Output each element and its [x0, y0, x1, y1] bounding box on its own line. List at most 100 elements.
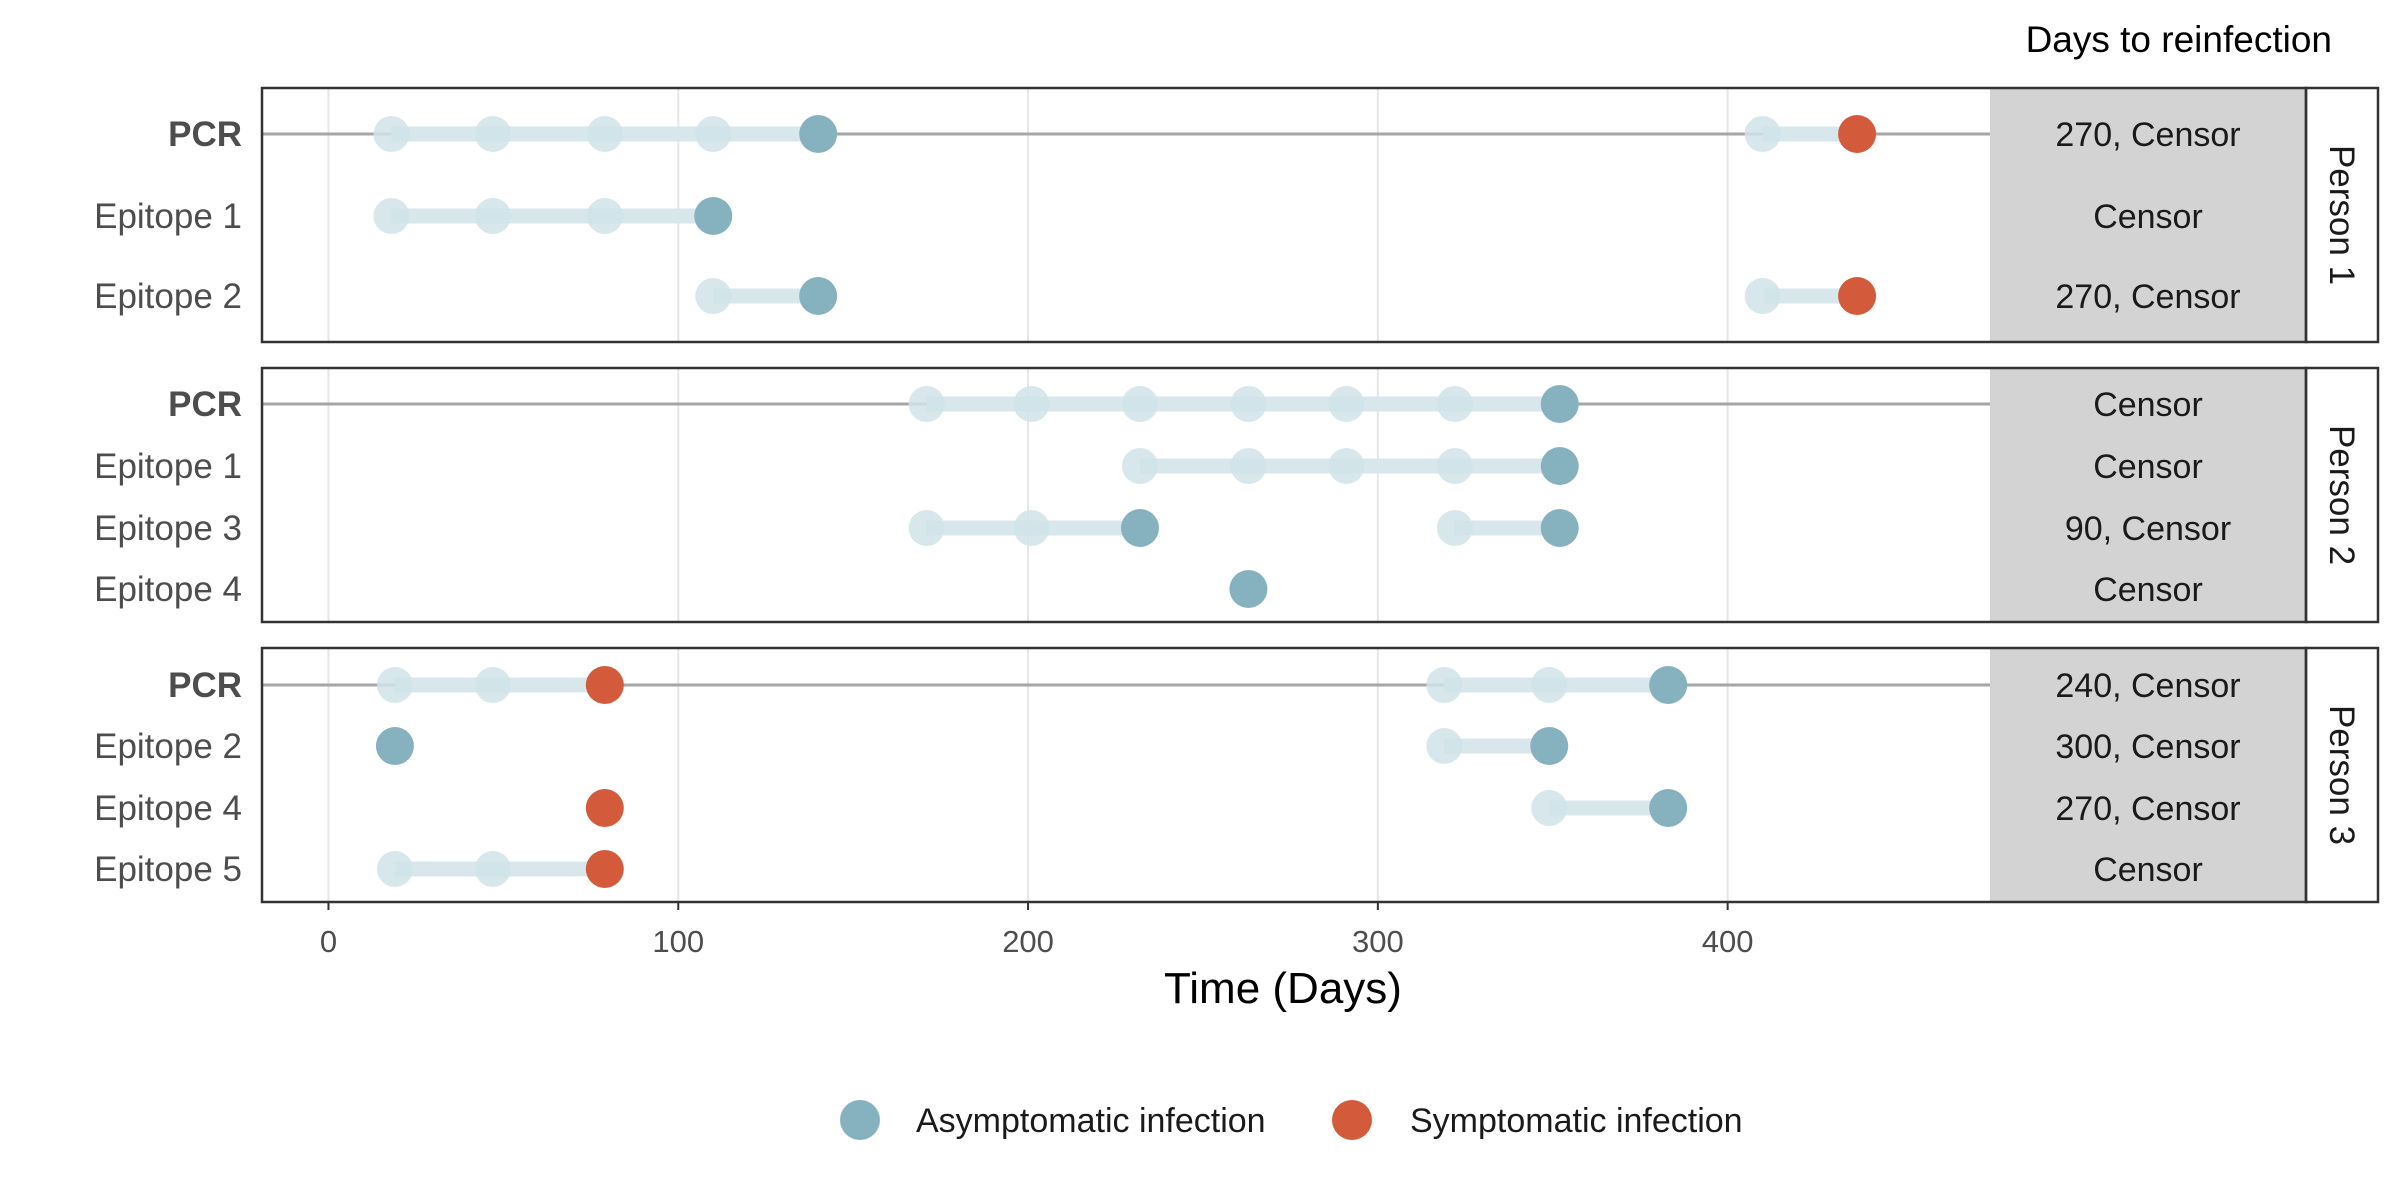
- asymptomatic-infection-point: [694, 197, 733, 235]
- x-tick-label: 100: [652, 924, 704, 959]
- sample-point: [1744, 278, 1781, 314]
- data-row: PCR 270, Censor: [168, 115, 2241, 154]
- days-to-reinfection-value: Censor: [2093, 448, 2203, 486]
- row-label: PCR: [168, 115, 242, 154]
- sample-point: [1436, 510, 1473, 546]
- days-to-reinfection-value: Censor: [2093, 386, 2203, 424]
- data-row: Epitope 1 Censor: [94, 447, 2203, 486]
- days-to-reinfection-value: 270, Censor: [2055, 116, 2240, 154]
- infection-episode: [373, 115, 838, 153]
- asymptomatic-infection-point: [1540, 509, 1579, 547]
- infection-episode: [1121, 447, 1579, 485]
- infection-episode: [1436, 509, 1579, 547]
- sample-point: [1328, 448, 1365, 484]
- sample-point: [474, 198, 511, 234]
- asymptomatic-infection-point: [375, 727, 414, 765]
- sample-point: [1426, 728, 1463, 764]
- sample-point: [1531, 790, 1568, 826]
- sample-point: [1328, 386, 1365, 422]
- infection-episode: [376, 850, 624, 888]
- sample-point: [1013, 510, 1050, 546]
- row-label: Epitope 2: [94, 727, 242, 766]
- sample-point: [1436, 448, 1473, 484]
- asymptomatic-infection-point: [1229, 570, 1268, 608]
- legend-asymptomatic-label: Asymptomatic infection: [916, 1102, 1266, 1140]
- x-axis: 0 100 200 300 400: [320, 902, 1754, 959]
- legend-symptomatic-swatch: [1332, 1100, 1372, 1140]
- sample-point: [908, 510, 945, 546]
- table-column-background: [1990, 648, 2306, 902]
- infection-episode: [1426, 666, 1688, 704]
- asymptomatic-infection-point: [1540, 447, 1579, 485]
- sample-point: [474, 667, 511, 703]
- row-label: Epitope 4: [94, 789, 242, 828]
- asymptomatic-infection-point: [1530, 727, 1569, 765]
- infection-episode: [1744, 277, 1877, 315]
- infection-episode: [1744, 115, 1877, 153]
- days-to-reinfection-value: Censor: [2093, 851, 2203, 889]
- sample-point: [1230, 386, 1267, 422]
- sample-point: [376, 667, 413, 703]
- legend: Asymptomatic infection Symptomatic infect…: [840, 1100, 1743, 1140]
- x-tick-label: 0: [320, 924, 337, 959]
- sample-point: [474, 116, 511, 152]
- data-row: Epitope 4 Censor: [94, 570, 2203, 609]
- table-column-background: [1990, 368, 2306, 622]
- legend-item: Symptomatic infection: [1332, 1100, 1743, 1140]
- asymptomatic-infection-point: [799, 115, 838, 153]
- data-row: PCR Censor: [168, 385, 2203, 424]
- symptomatic-infection-point: [1838, 115, 1877, 153]
- data-row: Epitope 4 270, Censor: [94, 789, 2241, 828]
- row-label: Epitope 2: [94, 277, 242, 316]
- sample-point: [1013, 386, 1050, 422]
- sample-point: [908, 386, 945, 422]
- infection-episode: [1531, 789, 1688, 827]
- row-label: Epitope 4: [94, 570, 242, 609]
- row-label: PCR: [168, 385, 242, 424]
- row-label: Epitope 3: [94, 509, 242, 548]
- sample-point: [1121, 448, 1158, 484]
- panels-layer: PCR 270, Censor Epitope 1 Censor Epitope 2 27…: [94, 86, 2380, 904]
- sample-point: [1744, 116, 1781, 152]
- strip-label: Person 3: [2322, 705, 2361, 845]
- days-to-reinfection-value: 270, Censor: [2055, 278, 2240, 316]
- days-to-reinfection-value: Censor: [2093, 571, 2203, 609]
- sample-point: [695, 116, 732, 152]
- strip-label: Person 2: [2322, 425, 2361, 565]
- days-to-reinfection-value: Censor: [2093, 198, 2203, 236]
- row-label: PCR: [168, 666, 242, 705]
- strip-background: [2304, 366, 2380, 624]
- legend-asymptomatic-swatch: [840, 1100, 880, 1140]
- panel-border: [260, 646, 2308, 904]
- x-tick-label: 400: [1702, 924, 1754, 959]
- infection-episode: [373, 197, 733, 235]
- data-row: Epitope 2 270, Censor: [94, 277, 2241, 316]
- asymptomatic-infection-point: [1649, 789, 1688, 827]
- row-label: Epitope 1: [94, 197, 242, 236]
- panel-1: PCR 270, Censor Epitope 1 Censor Epitope 2 27…: [94, 86, 2380, 344]
- symptomatic-infection-point: [585, 850, 624, 888]
- table-column-background: [1990, 88, 2306, 342]
- days-to-reinfection-value: 240, Censor: [2055, 667, 2240, 705]
- infection-episode: [376, 666, 624, 704]
- asymptomatic-infection-point: [799, 277, 838, 315]
- table-title: Days to reinfection: [2026, 19, 2332, 60]
- infection-episode: [695, 277, 838, 315]
- sample-point: [1121, 386, 1158, 422]
- strip-background: [2304, 646, 2380, 904]
- asymptomatic-infection-point: [1540, 385, 1579, 423]
- days-to-reinfection-value: 90, Censor: [2065, 510, 2231, 548]
- sample-point: [1426, 667, 1463, 703]
- days-to-reinfection-value: 300, Censor: [2055, 728, 2240, 766]
- sample-point: [474, 851, 511, 887]
- infection-episode: [908, 509, 1159, 547]
- symptomatic-infection-point: [1838, 277, 1877, 315]
- data-row: Epitope 2 300, Censor: [94, 727, 2241, 766]
- sample-point: [373, 198, 410, 234]
- panel-border: [260, 86, 2308, 344]
- x-axis-title: Time (Days): [1164, 964, 1402, 1013]
- asymptomatic-infection-point: [1649, 666, 1688, 704]
- data-row: Epitope 3 90, Censor: [94, 509, 2231, 548]
